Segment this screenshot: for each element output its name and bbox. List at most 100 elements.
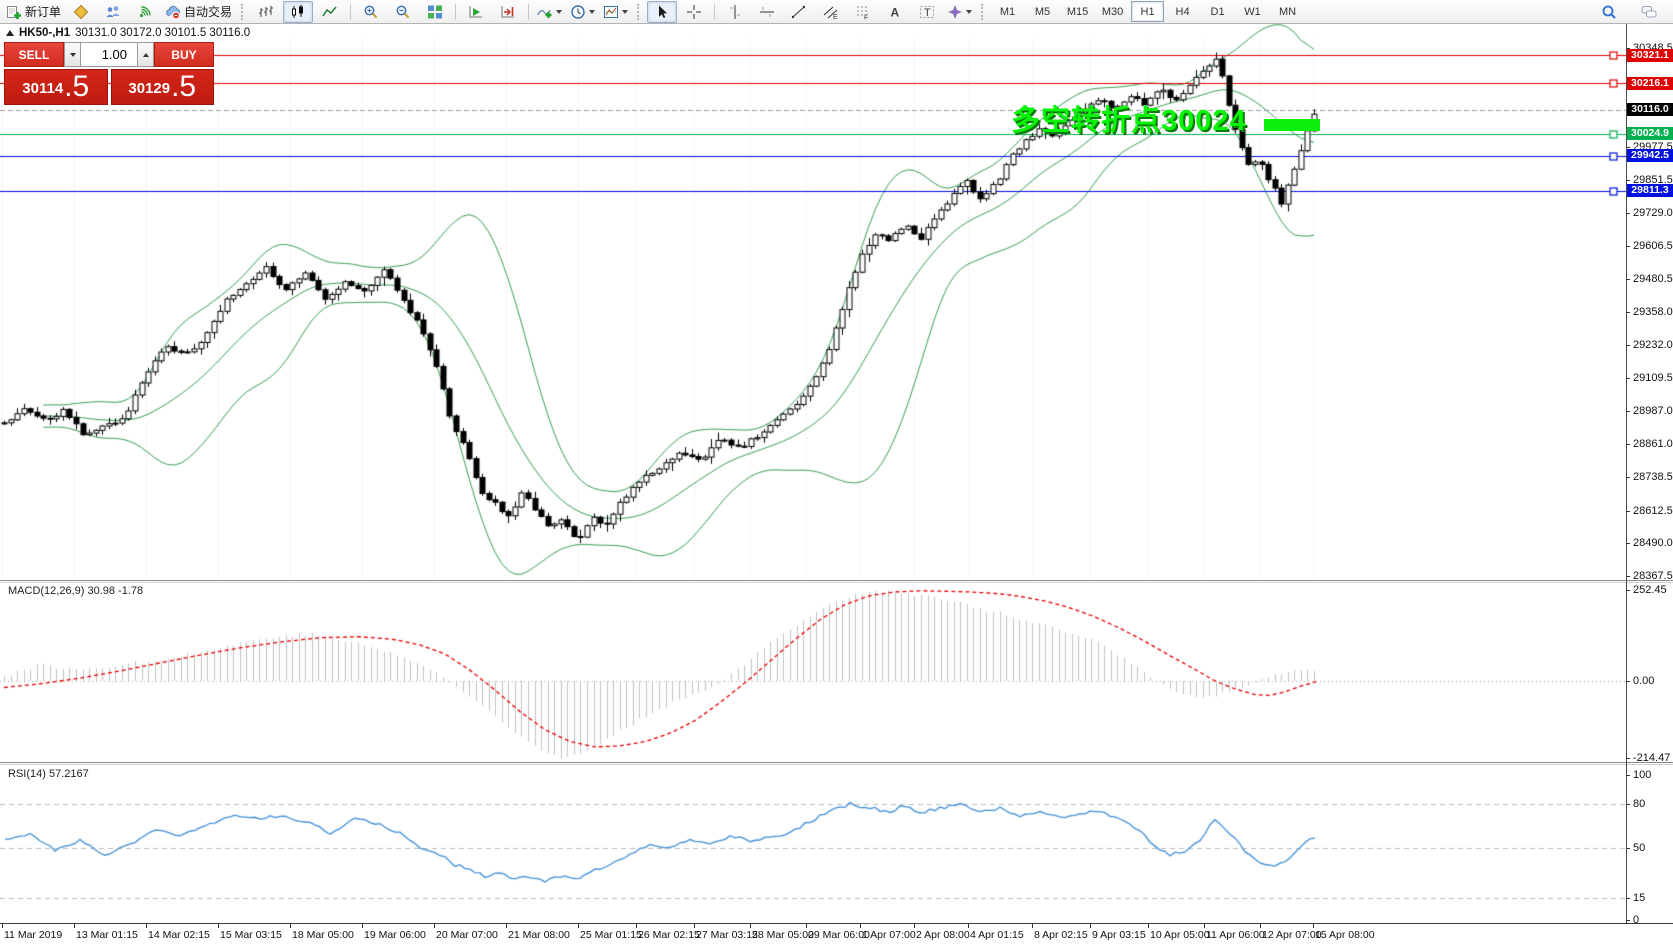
timeframe-m15-button[interactable]: M15 bbox=[1066, 5, 1089, 18]
text-label-button[interactable]: T bbox=[912, 1, 942, 23]
time-tick-label: 20 Mar 07:00 bbox=[436, 929, 498, 941]
horizontal-line-icon bbox=[759, 4, 775, 20]
volume-input[interactable] bbox=[81, 42, 137, 67]
time-tick bbox=[74, 924, 75, 928]
timeframe-buttons: M1 M5 M15 M30 H1 H4 D1 W1 MN bbox=[990, 0, 1305, 24]
line-chart-button[interactable] bbox=[315, 1, 345, 23]
data-window-button[interactable] bbox=[98, 1, 128, 23]
timeframe-h4-button[interactable]: H4 bbox=[1175, 5, 1190, 18]
svg-text:A: A bbox=[891, 5, 900, 19]
macd-tick-dash bbox=[1626, 758, 1630, 760]
timeframe-w1-button[interactable]: W1 bbox=[1244, 5, 1261, 18]
main-chart-canvas[interactable] bbox=[0, 24, 1626, 580]
periods-button[interactable] bbox=[567, 1, 598, 23]
autotrading-button[interactable]: 自动交易 bbox=[162, 1, 235, 23]
rsi-label: RSI(14) 57.2167 bbox=[8, 768, 89, 780]
templates-button[interactable] bbox=[600, 1, 631, 23]
rsi-panel-canvas[interactable] bbox=[0, 765, 1626, 922]
community-button[interactable] bbox=[1634, 1, 1664, 23]
price-tick-label: 28738.5 bbox=[1633, 471, 1673, 484]
text-button[interactable]: A bbox=[880, 1, 910, 23]
panel-splitter[interactable] bbox=[0, 762, 1673, 765]
signals-button[interactable] bbox=[130, 1, 160, 23]
price-tick-dash bbox=[1626, 510, 1630, 512]
panel-splitter[interactable] bbox=[0, 580, 1673, 583]
time-tick-label: 26 Mar 02:15 bbox=[638, 929, 700, 941]
templates-icon bbox=[603, 4, 619, 20]
candlestick-chart-button[interactable] bbox=[283, 0, 314, 23]
time-tick bbox=[694, 924, 695, 928]
price-tick-dash bbox=[1626, 47, 1630, 49]
volume-increase-button[interactable] bbox=[137, 42, 154, 67]
macd-panel-canvas[interactable] bbox=[0, 583, 1626, 762]
time-tick bbox=[362, 924, 363, 928]
macd-tick-dash bbox=[1626, 589, 1630, 591]
timeframe-m5-button[interactable]: M5 bbox=[1034, 5, 1051, 18]
horizontal-line-button[interactable] bbox=[752, 1, 782, 23]
sell-price-button[interactable]: 30114 .5 bbox=[4, 69, 108, 105]
tile-windows-button[interactable] bbox=[420, 1, 450, 23]
timeframe-m30-button[interactable]: M30 bbox=[1101, 5, 1124, 18]
time-tick bbox=[2, 924, 3, 928]
time-tick bbox=[914, 924, 915, 928]
rsi-tick-dash bbox=[1626, 804, 1630, 805]
vertical-line-button[interactable] bbox=[720, 1, 750, 23]
fibonacci-button[interactable]: F bbox=[848, 1, 878, 23]
chevron-down-icon bbox=[622, 9, 629, 14]
new-order-button[interactable]: 新订单 bbox=[3, 1, 64, 23]
arrows-button[interactable] bbox=[944, 1, 975, 23]
rsi-tick-label: 50 bbox=[1633, 841, 1646, 854]
time-tick-label: 9 Apr 03:15 bbox=[1092, 929, 1146, 941]
price-tick-dash bbox=[1626, 575, 1630, 577]
timeframe-h1-button[interactable]: H1 bbox=[1131, 1, 1165, 22]
trendline-icon bbox=[791, 4, 807, 20]
time-axis[interactable]: 11 Mar 2019 13 Mar 01:15 14 Mar 02:15 15 Ma… bbox=[0, 923, 1673, 944]
toolbar-separator bbox=[455, 3, 457, 20]
signals-icon bbox=[137, 4, 153, 20]
time-tick bbox=[434, 924, 435, 928]
cursor-button[interactable] bbox=[647, 0, 678, 23]
chart-shift-button[interactable] bbox=[493, 1, 523, 23]
zoom-out-button[interactable] bbox=[388, 1, 418, 23]
indicators-button[interactable] bbox=[534, 1, 565, 23]
market-watch-icon bbox=[73, 4, 89, 20]
market-watch-button[interactable] bbox=[66, 1, 96, 23]
zoom-out-icon bbox=[395, 4, 411, 20]
volume-decrease-button[interactable] bbox=[64, 42, 81, 67]
price-tick-dash bbox=[1626, 311, 1630, 313]
text-icon: A bbox=[887, 4, 903, 20]
tile-windows-icon bbox=[427, 4, 443, 20]
timeframe-mn-button[interactable]: MN bbox=[1278, 5, 1297, 18]
bar-chart-button[interactable] bbox=[251, 1, 281, 23]
price-axis-border bbox=[1626, 24, 1627, 923]
collapse-trade-panel-icon[interactable] bbox=[6, 30, 14, 36]
chevron-down-icon bbox=[589, 9, 596, 14]
trendline-button[interactable] bbox=[784, 1, 814, 23]
buy-price-button[interactable]: 30129 .5 bbox=[110, 69, 214, 105]
sell-price-fraction: .5 bbox=[64, 70, 90, 103]
svg-text:E: E bbox=[833, 14, 838, 20]
bar-chart-icon bbox=[258, 4, 274, 20]
arrows-icon bbox=[947, 4, 963, 20]
time-tick bbox=[636, 924, 637, 928]
sell-button[interactable]: SELL bbox=[4, 42, 64, 67]
price-tick-dash bbox=[1626, 279, 1630, 281]
level-price-badge: 29942.5 bbox=[1627, 149, 1673, 163]
time-tick bbox=[1148, 924, 1149, 928]
time-tick bbox=[290, 924, 291, 928]
ohlc-values: 30131.0 30172.0 30101.5 30116.0 bbox=[75, 27, 251, 39]
rsi-tick-label: 100 bbox=[1633, 769, 1652, 781]
timeframe-d1-button[interactable]: D1 bbox=[1210, 5, 1225, 18]
equidistant-channel-button[interactable]: E bbox=[816, 1, 846, 23]
crosshair-button[interactable] bbox=[679, 1, 709, 23]
chart-shift-icon bbox=[500, 4, 516, 20]
zoom-in-button[interactable] bbox=[356, 1, 386, 23]
price-tick-dash bbox=[1626, 477, 1630, 479]
timeframe-m1-button[interactable]: M1 bbox=[999, 5, 1016, 18]
time-tick bbox=[1260, 924, 1261, 928]
chart-title: HK50-,H1 30131.0 30172.0 30101.5 30116.0 bbox=[6, 27, 250, 39]
time-tick-label: 1 Apr 07:00 bbox=[862, 929, 916, 941]
search-button[interactable] bbox=[1594, 1, 1624, 23]
buy-button[interactable]: BUY bbox=[154, 42, 214, 67]
auto-scroll-button[interactable] bbox=[461, 1, 491, 23]
